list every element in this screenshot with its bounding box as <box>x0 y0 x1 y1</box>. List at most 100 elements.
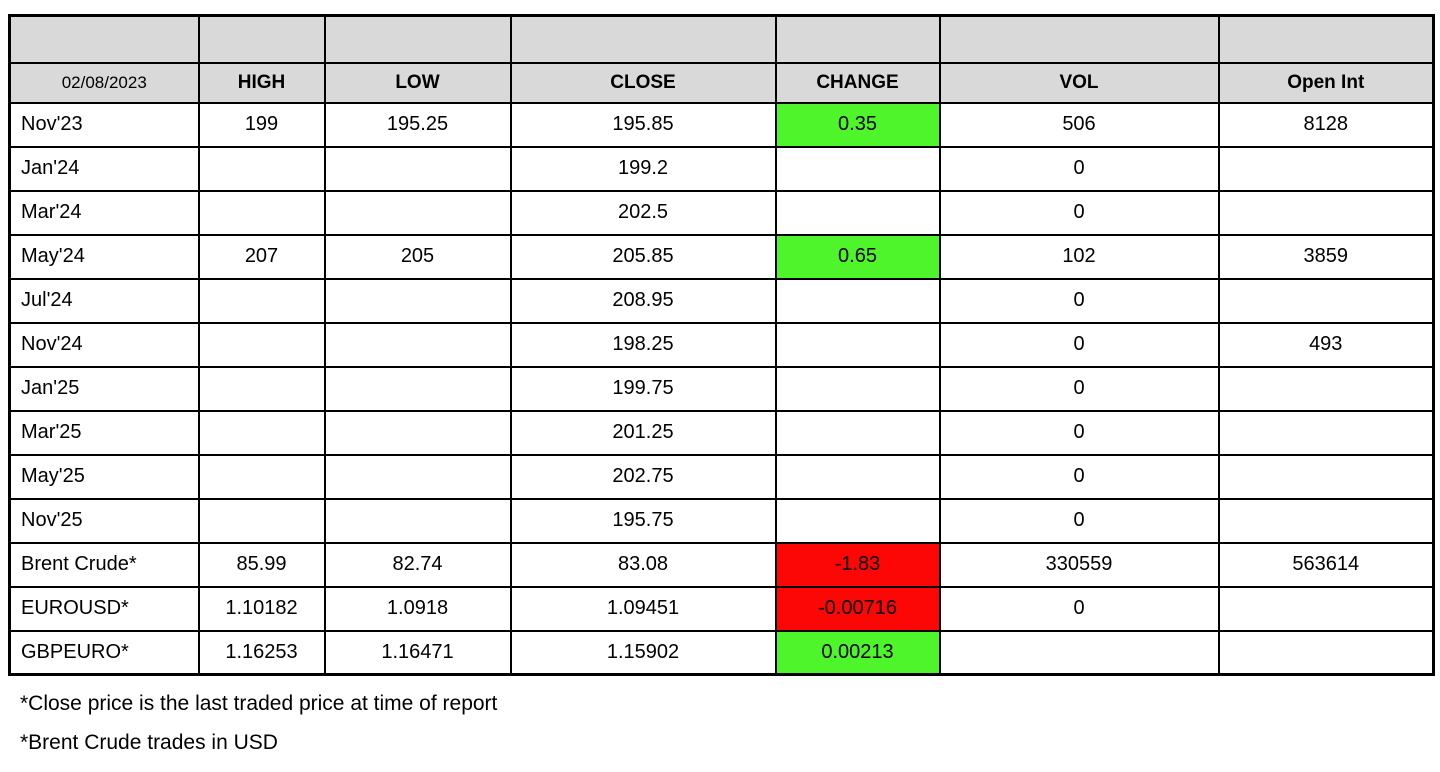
cell-open_int <box>1217 277 1435 324</box>
cell-close: 205.85 <box>509 233 777 280</box>
empty-header-cell <box>323 14 512 64</box>
table-row: May'24 207 205 205.85 0.65 102 3859 <box>8 233 1435 280</box>
futures-price-table: 02/08/2023 HIGH LOW CLOSE CHANGE VOL Ope… <box>8 14 1435 676</box>
table-row: Mar'25 201.25 0 <box>8 409 1435 456</box>
cell-high: 1.10182 <box>197 585 326 632</box>
cell-open_int: 8128 <box>1217 101 1435 148</box>
cell-change <box>774 321 941 368</box>
cell-open_int <box>1217 409 1435 456</box>
cell-high <box>197 497 326 544</box>
empty-header-cell <box>197 14 326 64</box>
column-header-row: 02/08/2023 HIGH LOW CLOSE CHANGE VOL Ope… <box>8 61 1435 104</box>
cell-low <box>323 189 512 236</box>
cell-close: 1.09451 <box>509 585 777 632</box>
table-row: EUROUSD* 1.10182 1.0918 1.09451 -0.00716 0 <box>8 585 1435 632</box>
cell-open_int: 563614 <box>1217 541 1435 588</box>
cell-high <box>197 409 326 456</box>
cell-label: GBPEURO* <box>8 629 200 676</box>
footnote-close-price: *Close price is the last traded price at… <box>20 692 498 715</box>
cell-label: May'25 <box>8 453 200 500</box>
column-header-close: CLOSE <box>509 61 777 104</box>
cell-change <box>774 145 941 192</box>
table-row: Jan'25 199.75 0 <box>8 365 1435 412</box>
cell-low: 82.74 <box>323 541 512 588</box>
empty-header-row <box>8 14 1435 64</box>
cell-low <box>323 409 512 456</box>
footnote-brent-crude: *Brent Crude trades in USD <box>20 731 278 754</box>
cell-high <box>197 321 326 368</box>
table-row: Nov'24 198.25 0 493 <box>8 321 1435 368</box>
column-header-open-int: Open Int <box>1217 61 1435 104</box>
column-header-vol: VOL <box>938 61 1220 104</box>
table-row: Nov'25 195.75 0 <box>8 497 1435 544</box>
cell-open_int <box>1217 629 1435 676</box>
cell-low: 1.0918 <box>323 585 512 632</box>
cell-high: 1.16253 <box>197 629 326 676</box>
cell-vol <box>938 629 1220 676</box>
empty-header-cell <box>938 14 1220 64</box>
cell-label: Nov'24 <box>8 321 200 368</box>
cell-vol: 0 <box>938 409 1220 456</box>
table-row: Jul'24 208.95 0 <box>8 277 1435 324</box>
cell-low <box>323 277 512 324</box>
cell-high: 199 <box>197 101 326 148</box>
cell-label: Jan'24 <box>8 145 200 192</box>
cell-label: Jan'25 <box>8 365 200 412</box>
cell-close: 199.2 <box>509 145 777 192</box>
cell-vol: 0 <box>938 145 1220 192</box>
cell-change: 0.65 <box>774 233 941 280</box>
empty-header-cell <box>1217 14 1435 64</box>
cell-label: Brent Crude* <box>8 541 200 588</box>
cell-change: 0.00213 <box>774 629 941 676</box>
cell-low <box>323 145 512 192</box>
cell-label: Jul'24 <box>8 277 200 324</box>
cell-high <box>197 277 326 324</box>
column-header-low: LOW <box>323 61 512 104</box>
cell-close: 195.75 <box>509 497 777 544</box>
table-row: Mar'24 202.5 0 <box>8 189 1435 236</box>
cell-change: -0.00716 <box>774 585 941 632</box>
cell-open_int <box>1217 453 1435 500</box>
cell-low <box>323 497 512 544</box>
cell-open_int <box>1217 145 1435 192</box>
cell-close: 202.5 <box>509 189 777 236</box>
cell-label: Mar'24 <box>8 189 200 236</box>
cell-change <box>774 365 941 412</box>
cell-vol: 0 <box>938 277 1220 324</box>
cell-label: May'24 <box>8 233 200 280</box>
cell-open_int: 3859 <box>1217 233 1435 280</box>
table-row: Brent Crude* 85.99 82.74 83.08 -1.83 330559 56… <box>8 541 1435 588</box>
cell-close: 199.75 <box>509 365 777 412</box>
cell-label: Nov'25 <box>8 497 200 544</box>
cell-open_int <box>1217 497 1435 544</box>
cell-vol: 330559 <box>938 541 1220 588</box>
cell-high: 207 <box>197 233 326 280</box>
table-row: GBPEURO* 1.16253 1.16471 1.15902 0.00213 <box>8 629 1435 676</box>
cell-change: -1.83 <box>774 541 941 588</box>
column-header-change: CHANGE <box>774 61 941 104</box>
cell-close: 1.15902 <box>509 629 777 676</box>
cell-open_int <box>1217 189 1435 236</box>
cell-low <box>323 453 512 500</box>
cell-vol: 102 <box>938 233 1220 280</box>
table-row: Nov'23 199 195.25 195.85 0.35 506 8128 <box>8 101 1435 148</box>
cell-close: 202.75 <box>509 453 777 500</box>
cell-low: 205 <box>323 233 512 280</box>
empty-header-cell <box>8 14 200 64</box>
cell-change <box>774 277 941 324</box>
cell-high <box>197 189 326 236</box>
cell-low <box>323 365 512 412</box>
cell-vol: 0 <box>938 321 1220 368</box>
cell-open_int <box>1217 585 1435 632</box>
cell-low: 195.25 <box>323 101 512 148</box>
cell-high <box>197 453 326 500</box>
cell-vol: 0 <box>938 585 1220 632</box>
cell-change <box>774 453 941 500</box>
table-row: Jan'24 199.2 0 <box>8 145 1435 192</box>
column-header-high: HIGH <box>197 61 326 104</box>
cell-close: 195.85 <box>509 101 777 148</box>
cell-change <box>774 497 941 544</box>
cell-low: 1.16471 <box>323 629 512 676</box>
report-date: 02/08/2023 <box>8 61 200 104</box>
